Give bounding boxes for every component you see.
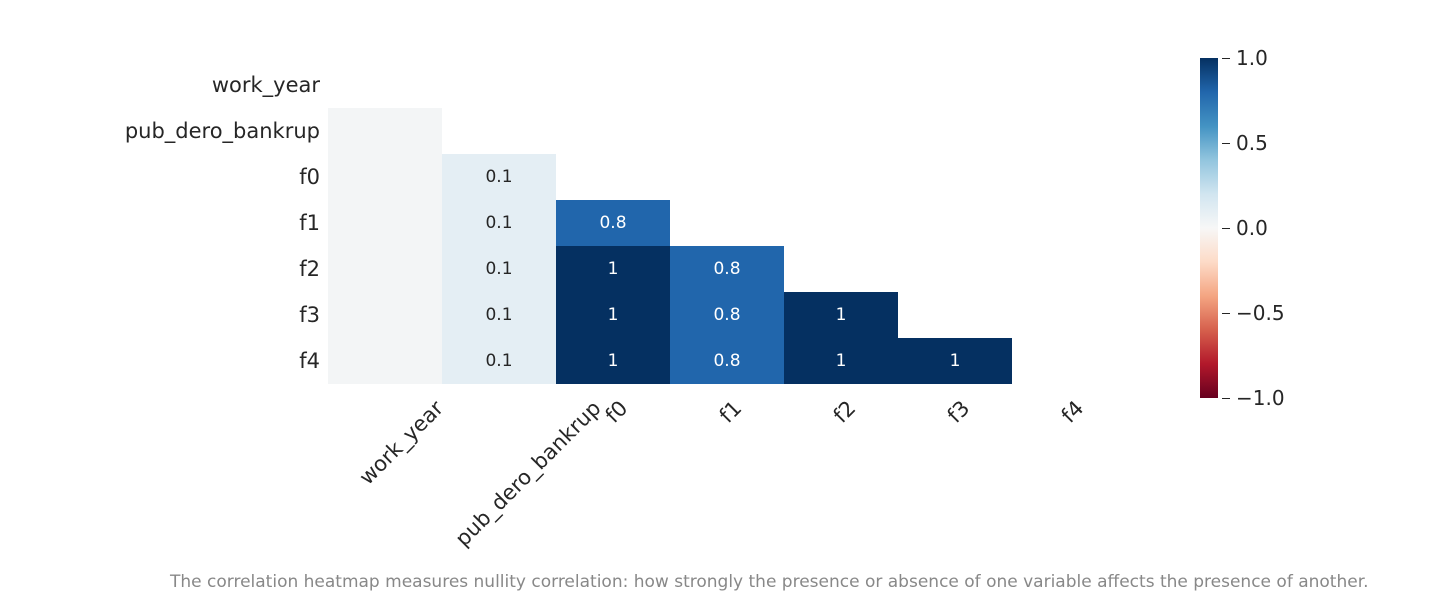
heatmap-cell-mask: [784, 62, 898, 108]
heatmap-cell-mask: [784, 108, 898, 154]
x-axis: work_yearpub_dero_bankrupf0f1f2f3f4: [320, 384, 1126, 574]
heatmap-cell-mask: [1012, 338, 1126, 384]
heatmap-cell-mask: [670, 200, 784, 246]
colorbar-tick-label: −0.5: [1236, 301, 1285, 325]
heatmap-cell-value: 1: [608, 305, 619, 325]
heatmap-cell-mask: [898, 154, 1012, 200]
heatmap-cell: [328, 200, 442, 246]
heatmap-cell-mask: [670, 108, 784, 154]
heatmap-cell-mask: [442, 62, 556, 108]
heatmap-cell-mask: [784, 200, 898, 246]
heatmap-cell: 1: [784, 338, 898, 384]
colorbar-tick: 0.5: [1222, 131, 1268, 155]
y-axis-label: work_year: [0, 62, 328, 108]
heatmap-cell-mask: [1012, 246, 1126, 292]
heatmap-cell: 0.1: [442, 200, 556, 246]
colorbar-tick: 0.0: [1222, 216, 1268, 240]
heatmap-cell-mask: [898, 62, 1012, 108]
colorbar-tick-label: 1.0: [1236, 46, 1268, 70]
heatmap-cell: [328, 108, 442, 154]
y-axis-label: f4: [0, 338, 328, 384]
tick-mark: [1222, 143, 1230, 144]
heatmap-cell-mask: [442, 108, 556, 154]
heatmap-cell-value: 0.8: [713, 351, 740, 371]
heatmap-cell-value: 1: [836, 305, 847, 325]
heatmap-cell-value: 1: [950, 351, 961, 371]
colorbar-tick-label: −1.0: [1236, 386, 1285, 410]
x-axis-label: f2: [836, 389, 868, 421]
heatmap-cell: [328, 292, 442, 338]
heatmap-cell-mask: [898, 108, 1012, 154]
colorbar: 1.00.50.0−0.5−1.0: [1200, 58, 1218, 398]
heatmap-cell-value: 1: [836, 351, 847, 371]
y-axis-label: f0: [0, 154, 328, 200]
colorbar-tick-label: 0.5: [1236, 131, 1268, 155]
heatmap-cell: 0.8: [556, 200, 670, 246]
colorbar-tick: −0.5: [1222, 301, 1285, 325]
y-axis-label: f2: [0, 246, 328, 292]
heatmap-cell: 0.1: [442, 292, 556, 338]
tick-mark: [1222, 313, 1230, 314]
heatmap-cell-value: 0.8: [599, 213, 626, 233]
heatmap-cell: [328, 154, 442, 200]
heatmap-cell-mask: [898, 200, 1012, 246]
heatmap-cell: 1: [556, 246, 670, 292]
heatmap-cell-value: 1: [608, 259, 619, 279]
heatmap-cell-mask: [898, 292, 1012, 338]
y-axis-label: pub_dero_bankrup: [0, 108, 328, 154]
heatmap-cell-mask: [556, 108, 670, 154]
heatmap-cell-mask: [1012, 108, 1126, 154]
tick-mark: [1222, 398, 1230, 399]
heatmap-cell-mask: [784, 246, 898, 292]
y-axis-label: f3: [0, 292, 328, 338]
heatmap-cell: 1: [784, 292, 898, 338]
colorbar-tick-label: 0.0: [1236, 216, 1268, 240]
heatmap-cell-value: 0.1: [485, 259, 512, 279]
heatmap-cell-mask: [670, 154, 784, 200]
tick-mark: [1222, 58, 1230, 59]
heatmap-cell-mask: [784, 154, 898, 200]
colorbar-tick: 1.0: [1222, 46, 1268, 70]
x-axis-label: f3: [950, 389, 982, 421]
heatmap-cell-value: 0.1: [485, 351, 512, 371]
x-axis-label: f1: [722, 389, 754, 421]
heatmap-cell-value: 0.8: [713, 305, 740, 325]
x-axis-label: f4: [1064, 389, 1096, 421]
heatmap-cell: [328, 338, 442, 384]
heatmap-cell: 1: [898, 338, 1012, 384]
heatmap-cell-mask: [556, 62, 670, 108]
heatmap-cell-value: 0.1: [485, 213, 512, 233]
y-axis-label: f1: [0, 200, 328, 246]
heatmap-cell: 0.8: [670, 338, 784, 384]
heatmap-cell-value: 0.1: [485, 167, 512, 187]
caption-text: The correlation heatmap measures nullity…: [170, 572, 1369, 592]
heatmap-cell-mask: [556, 154, 670, 200]
heatmap-chart: work_yearpub_dero_bankrupf0 0.1 f1 0.1 0.8 f2…: [0, 62, 1126, 574]
colorbar-tick: −1.0: [1222, 386, 1285, 410]
heatmap-cell-mask: [1012, 62, 1126, 108]
heatmap-cell-value: 0.8: [713, 259, 740, 279]
heatmap-cell: 0.1: [442, 154, 556, 200]
heatmap-cell-mask: [898, 246, 1012, 292]
heatmap-cell: 0.1: [442, 246, 556, 292]
colorbar-gradient: [1200, 58, 1218, 398]
heatmap-cell: [328, 246, 442, 292]
heatmap-cell-value: 0.1: [485, 305, 512, 325]
heatmap-cell-mask: [1012, 154, 1126, 200]
heatmap-cell-mask: [1012, 200, 1126, 246]
heatmap-cell-mask: [1012, 292, 1126, 338]
heatmap-cell-mask: [328, 62, 442, 108]
heatmap-cell-mask: [670, 62, 784, 108]
heatmap-cell: 0.8: [670, 292, 784, 338]
tick-mark: [1222, 228, 1230, 229]
heatmap-grid: work_yearpub_dero_bankrupf0 0.1 f1 0.1 0.8 f2…: [0, 62, 1126, 384]
heatmap-cell: 0.8: [670, 246, 784, 292]
